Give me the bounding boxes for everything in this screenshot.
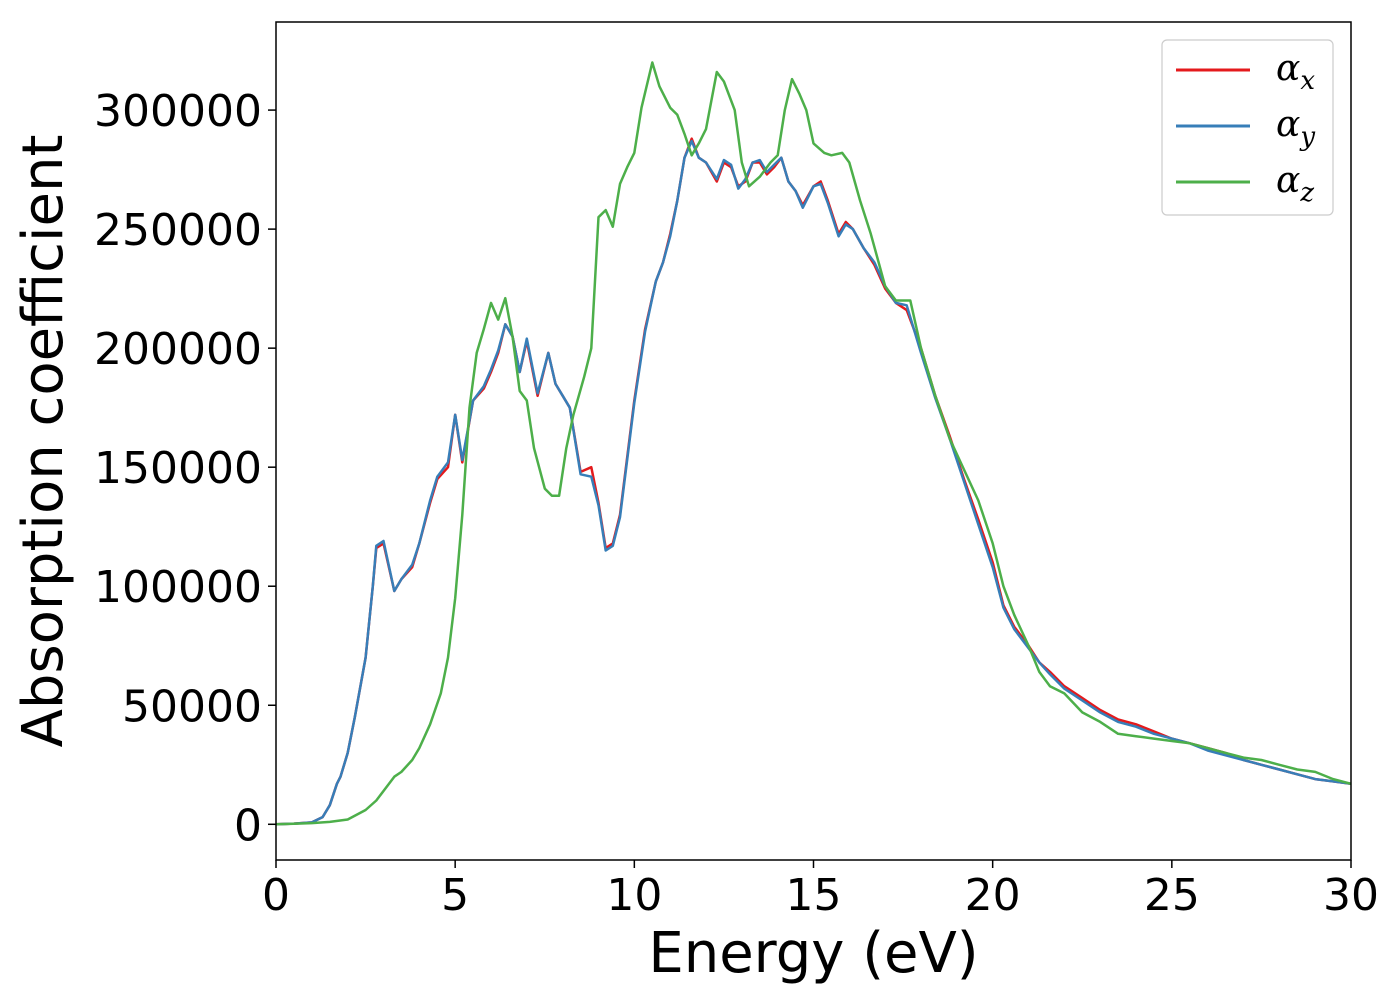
y-tick-label: 250000 — [94, 205, 262, 256]
y-tick-label: 50000 — [122, 681, 262, 732]
series-line-x — [276, 137, 1351, 826]
x-axis: 0 5 10 15 20 25 30 — [262, 860, 1379, 921]
legend-label-z: αz — [1276, 160, 1314, 208]
y-tick-label: 100000 — [94, 562, 262, 613]
y-tick-label: 0 — [234, 800, 262, 851]
x-tick-label: 30 — [1323, 870, 1379, 921]
x-tick-label: 10 — [606, 870, 662, 921]
y-tick-label: 150000 — [94, 443, 262, 494]
x-tick-label: 15 — [786, 870, 842, 921]
series-layer — [276, 61, 1351, 826]
series-line-y — [276, 139, 1351, 826]
series-line-z — [276, 61, 1351, 826]
y-tick-label: 300000 — [94, 86, 262, 137]
y-tick-label: 200000 — [94, 324, 262, 375]
x-tick-label: 25 — [1144, 870, 1200, 921]
x-tick-label: 0 — [262, 870, 290, 921]
x-tick-label: 5 — [441, 870, 469, 921]
y-axis: 0 50000 100000 150000 200000 250000 300000 — [94, 86, 276, 851]
y-axis-label: Absorption coefficient — [11, 135, 76, 748]
x-tick-label: 20 — [965, 870, 1021, 921]
x-axis-label: Energy (eV) — [648, 921, 978, 986]
